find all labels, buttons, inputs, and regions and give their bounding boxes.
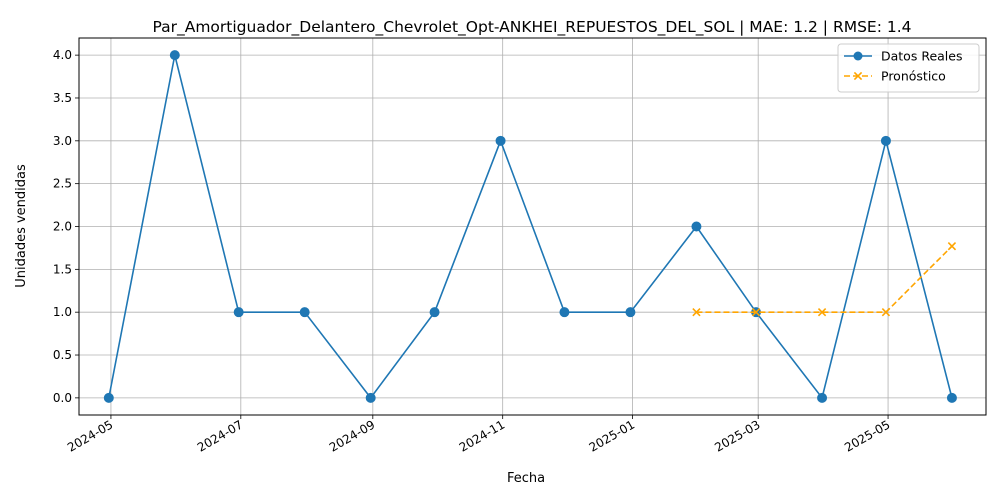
data-point — [691, 221, 702, 232]
y-axis: 0.0 0.5 1.0 1.5 2.0 2.5 3.0 3.5 4.0 — [53, 48, 79, 405]
data-point — [429, 307, 440, 318]
data-point — [947, 242, 957, 251]
y-tick-label: 1.0 — [53, 305, 72, 319]
x-axis-title: Fecha — [507, 471, 545, 486]
data-point — [692, 308, 701, 317]
legend-entry: Pronóstico — [844, 69, 946, 84]
plot-frame — [78, 37, 987, 416]
legend-marker — [853, 71, 863, 81]
data-point — [751, 308, 761, 317]
legend-label: Datos Reales — [881, 49, 962, 64]
data-point — [946, 392, 957, 403]
y-tick-label: 3.0 — [53, 134, 72, 148]
plot-series — [103, 50, 957, 403]
data-point — [625, 307, 636, 318]
data-point — [881, 308, 891, 317]
y-axis-title: Unidades vendidas — [14, 164, 29, 288]
legend-marker — [853, 51, 863, 61]
data-point — [880, 135, 891, 146]
data-point — [817, 308, 827, 317]
data-point — [495, 135, 506, 146]
data-point — [817, 392, 828, 403]
data-point — [365, 392, 376, 403]
data-point — [169, 50, 180, 61]
legend-label: Pronóstico — [881, 69, 946, 84]
series-line — [696, 245, 953, 313]
legend-box — [837, 43, 980, 93]
legend-entry: Datos Reales — [844, 49, 962, 64]
data-point — [233, 307, 244, 318]
chart-title: Par_Amortiguador_Delantero_Chevrolet_Opt… — [152, 18, 911, 37]
y-tick-label: 4.0 — [53, 48, 72, 62]
y-tick-label: 0.0 — [53, 391, 72, 405]
y-tick-label: 2.0 — [53, 220, 72, 234]
y-tick-label: 3.5 — [53, 91, 72, 105]
series-2 — [692, 242, 957, 317]
y-tick-label: 1.5 — [53, 262, 72, 276]
y-tick-label: 2.5 — [53, 177, 72, 191]
data-point — [559, 307, 570, 318]
grid — [79, 38, 986, 415]
data-point — [299, 307, 310, 318]
series-line — [108, 54, 953, 400]
legend: Datos Reales Pronóstico — [837, 43, 980, 93]
data-point — [103, 392, 114, 403]
y-tick-label: 0.5 — [53, 348, 72, 362]
